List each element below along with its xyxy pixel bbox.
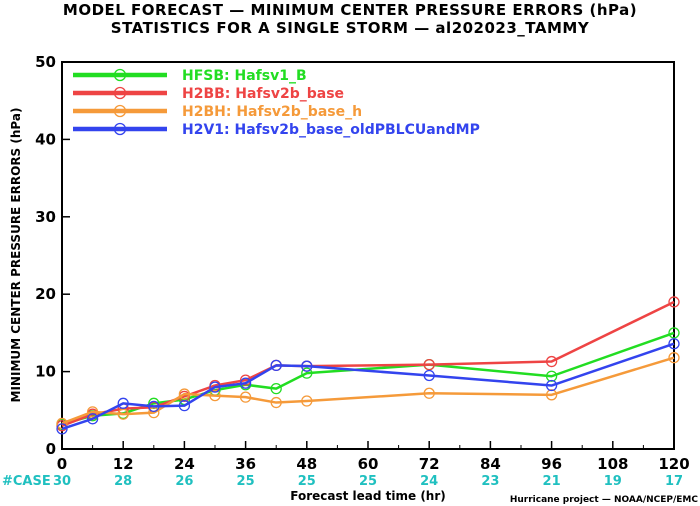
data-point — [239, 391, 252, 403]
data-point — [148, 400, 160, 413]
case-count: 21 — [543, 474, 561, 489]
data-point — [178, 400, 191, 412]
data-point — [668, 352, 680, 364]
legend-swatch-marker — [113, 104, 127, 118]
legend-item: H2BH: Hafsv2b_base_h — [73, 104, 362, 120]
x-tick-label: 0 — [57, 455, 67, 473]
x-tick-label: 72 — [419, 455, 440, 473]
case-count: 19 — [604, 474, 622, 489]
y-tick-label: 40 — [35, 130, 56, 148]
data-point — [117, 397, 129, 409]
y-tick-label: 20 — [35, 285, 56, 303]
data-point — [423, 387, 435, 399]
data-point — [545, 389, 558, 401]
legend-swatch-marker — [113, 86, 127, 100]
x-tick-label: 84 — [480, 455, 501, 473]
y-axis-label: MINIMUM CENTER PRESSURE ERRORS (hPa) — [9, 108, 23, 403]
data-point — [86, 413, 99, 425]
data-point — [209, 389, 221, 402]
data-point — [668, 327, 680, 339]
y-axis: 0 10 20 30 40 50 — [35, 53, 70, 458]
data-point — [56, 423, 68, 435]
legend-label: H2V1: Hafsv2b_base_oldPBLCUandMP — [182, 122, 480, 138]
legend-swatch-marker — [113, 122, 127, 136]
series-line — [61, 356, 675, 425]
case-count: 24 — [420, 474, 438, 489]
x-axis-label: Forecast lead time (hr) — [290, 489, 446, 503]
legend-item: H2BB: Hafsv2b_base — [73, 86, 344, 102]
case-count: 23 — [481, 474, 499, 489]
y-tick-label: 0 — [46, 440, 56, 458]
y-tick-label: 50 — [35, 53, 56, 71]
case-count: 30 — [53, 474, 71, 489]
case-label: #CASE — [2, 474, 51, 489]
data-point — [239, 377, 252, 389]
x-tick-label: 12 — [113, 455, 134, 473]
x-tick-label: 120 — [658, 455, 689, 473]
case-count: 26 — [175, 474, 193, 489]
data-point — [423, 369, 435, 382]
case-count: 25 — [359, 474, 377, 489]
series — [56, 338, 680, 435]
chart-title: MODEL FORECAST — MINIMUM CENTER PRESSURE… — [63, 1, 637, 19]
chart-subtitle: STATISTICS FOR A SINGLE STORM — al202023… — [111, 19, 590, 37]
case-counts: 30 28 26 25 25 25 24 23 21 19 17 — [53, 474, 683, 489]
legend-label: HFSB: Hafsv1_B — [182, 68, 307, 84]
data-point — [270, 396, 282, 409]
y-tick-label: 30 — [35, 208, 56, 226]
y-tick-label: 10 — [35, 363, 56, 381]
series — [56, 352, 680, 430]
case-count: 17 — [665, 474, 683, 489]
data-point — [209, 381, 221, 393]
data-point — [545, 370, 558, 382]
x-tick-label: 36 — [235, 455, 256, 473]
data-point — [301, 360, 313, 372]
data-point — [117, 408, 129, 420]
data-point — [301, 367, 313, 379]
x-tick-label: 48 — [296, 455, 317, 473]
x-tick-label: 108 — [597, 455, 628, 473]
legend: HFSB: Hafsv1_B H2BB: Hafsv2b_base H2BH: Ha… — [73, 68, 480, 138]
x-tick-label: 60 — [358, 455, 379, 473]
credit-text: Hurricane project — NOAA/NCEP/EMC — [510, 495, 699, 505]
case-count: 28 — [114, 474, 132, 489]
data-point — [178, 388, 191, 400]
x-axis: 0 12 24 36 48 60 72 84 96 108 120 — [57, 441, 690, 473]
case-count: 25 — [298, 474, 316, 489]
plot-frame — [61, 61, 675, 450]
data-point — [668, 338, 680, 350]
case-count: 25 — [237, 474, 255, 489]
data-point — [301, 395, 313, 407]
legend-label: H2BB: Hafsv2b_base — [182, 86, 344, 102]
data-point — [668, 296, 680, 308]
legend-swatch-marker — [113, 68, 127, 82]
data-point — [270, 382, 282, 395]
legend-item: H2V1: Hafsv2b_base_oldPBLCUandMP — [73, 122, 480, 138]
legend-item: HFSB: Hafsv1_B — [73, 68, 307, 84]
data-point — [270, 359, 282, 372]
data-point — [86, 406, 99, 418]
x-tick-label: 24 — [174, 455, 195, 473]
series-line — [61, 342, 675, 431]
data-point — [545, 379, 558, 392]
legend-label: H2BH: Hafsv2b_base_h — [182, 104, 362, 120]
data-point — [423, 358, 435, 371]
x-tick-label: 96 — [541, 455, 562, 473]
series-group — [56, 296, 680, 435]
data-point — [545, 355, 558, 368]
